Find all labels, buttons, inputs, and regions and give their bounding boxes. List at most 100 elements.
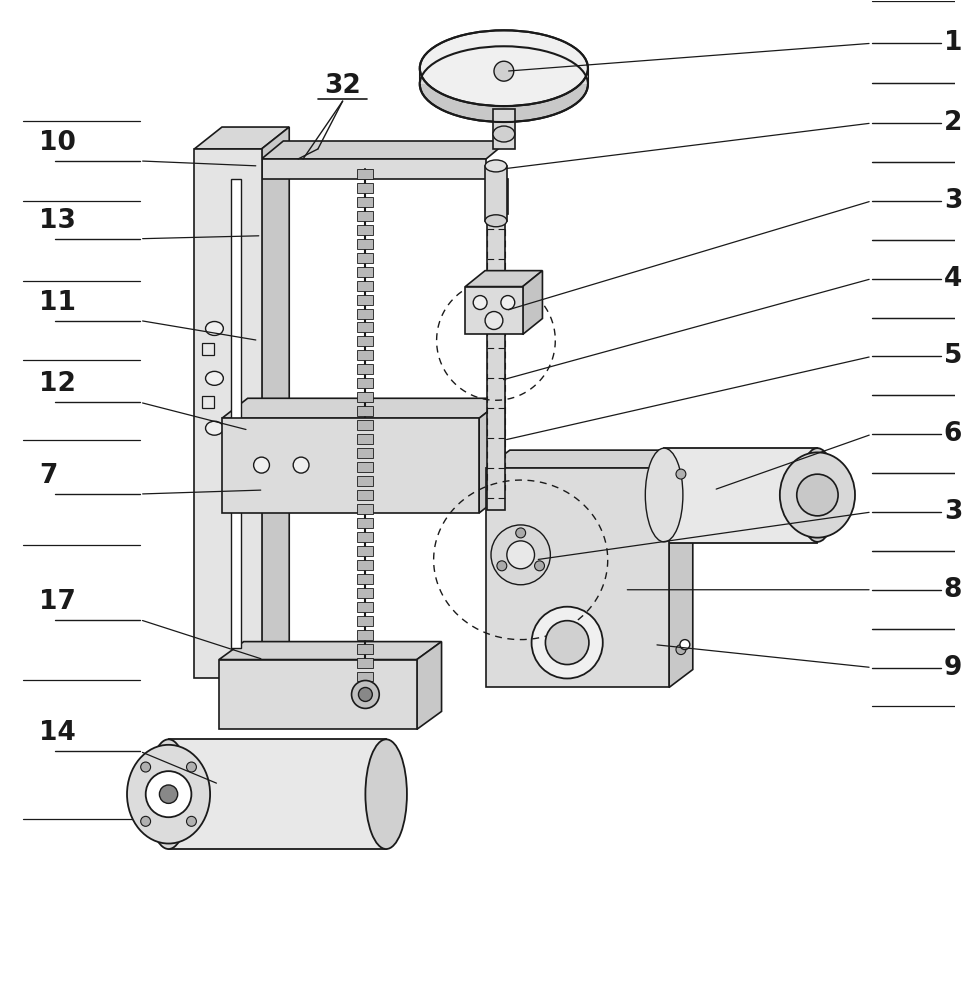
Bar [358,532,373,542]
Text: 11: 11 [39,290,76,316]
Bar [358,267,373,277]
Bar [358,281,373,291]
Bar [358,574,373,584]
Bar [358,253,373,263]
Circle shape [797,474,838,516]
Polygon shape [486,179,508,214]
Bar [358,490,373,500]
Text: 32: 32 [324,73,361,99]
Circle shape [485,312,503,329]
Bar [358,616,373,626]
Bar [202,343,214,355]
Circle shape [491,525,550,585]
Ellipse shape [352,680,379,708]
Circle shape [146,771,192,817]
Bar [358,476,373,486]
Text: 4: 4 [944,266,962,292]
Text: 3: 3 [944,188,962,214]
Polygon shape [219,642,442,660]
Ellipse shape [205,421,224,435]
Text: 5: 5 [944,343,962,369]
Ellipse shape [485,160,507,172]
Polygon shape [261,127,289,678]
Bar [486,468,669,687]
Polygon shape [419,68,588,84]
Text: 13: 13 [39,208,76,234]
Bar [358,504,373,514]
Ellipse shape [127,745,210,844]
Bar [358,295,373,305]
Ellipse shape [485,215,507,227]
Bar [358,560,373,570]
Ellipse shape [493,126,515,142]
Bar [358,350,373,360]
Ellipse shape [419,46,588,122]
Bar [358,197,373,207]
Circle shape [676,469,685,479]
Ellipse shape [780,452,855,538]
Text: 2: 2 [944,110,962,136]
Bar [487,199,505,510]
Bar [358,309,373,319]
Bar [358,322,373,332]
Circle shape [516,528,525,538]
Bar [358,518,373,528]
Bar [358,406,373,416]
Text: 7: 7 [39,463,57,489]
Circle shape [501,296,515,310]
Ellipse shape [645,448,683,542]
Bar [358,225,373,235]
Polygon shape [479,398,505,513]
Polygon shape [466,271,543,287]
Bar [358,239,373,249]
Polygon shape [195,127,289,149]
Bar [358,211,373,221]
Ellipse shape [147,739,189,849]
Polygon shape [416,642,442,729]
Ellipse shape [359,687,372,701]
Polygon shape [261,159,486,179]
Text: 9: 9 [944,655,962,681]
Circle shape [676,645,685,655]
Circle shape [141,762,150,772]
Circle shape [473,296,487,310]
Bar [664,448,817,543]
Bar [222,418,479,513]
Polygon shape [669,450,693,687]
Circle shape [496,561,507,571]
Bar [358,364,373,374]
Circle shape [546,621,589,665]
Bar [358,658,373,668]
Bar [358,672,373,681]
Bar [195,149,261,678]
Polygon shape [222,398,505,418]
Circle shape [507,541,534,569]
Bar [219,660,416,729]
Circle shape [535,561,545,571]
Bar [358,336,373,346]
Ellipse shape [365,739,407,849]
Circle shape [186,816,197,826]
Circle shape [186,762,197,772]
Bar [358,546,373,556]
Bar [466,287,522,334]
Text: 17: 17 [39,589,76,615]
Circle shape [159,785,177,803]
Polygon shape [261,141,508,159]
Bar [202,396,214,408]
Bar [358,602,373,612]
Bar [358,378,373,388]
Bar [231,179,241,648]
Bar [485,166,507,221]
Bar [358,434,373,444]
Bar [493,109,515,149]
Bar [358,448,373,458]
Bar [358,169,373,179]
Text: 8: 8 [944,577,962,603]
Text: 3: 3 [944,499,962,525]
Bar [358,183,373,193]
Bar [169,739,387,849]
Circle shape [680,640,690,650]
Bar [358,644,373,654]
Text: 6: 6 [944,421,962,447]
